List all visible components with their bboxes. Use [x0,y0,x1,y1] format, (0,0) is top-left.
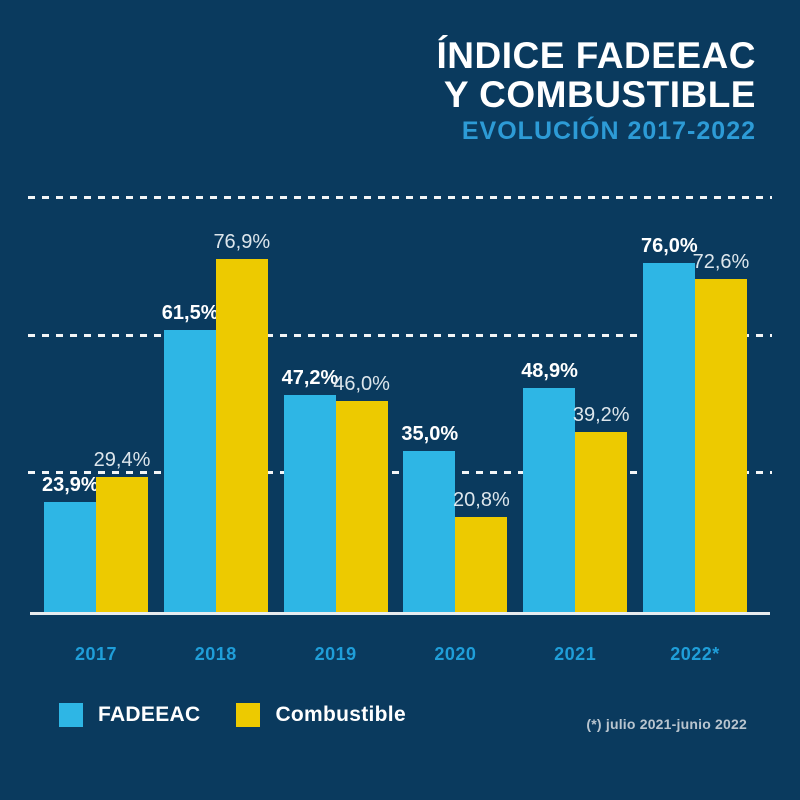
header: ÍNDICE FADEEAC Y COMBUSTIBLE EVOLUCIÓN 20… [437,36,756,146]
value-label-combustible-2019: 46,0% [333,372,390,395]
bar-fadeeac-2020: 35,0% [401,424,458,612]
value-label-fadeeac-2017: 23,9% [42,474,99,497]
bar-combustible-2018: 76,9% [213,232,270,612]
x-axis-labels: 2017 2018 2019 2020 2021 2022* [30,644,770,665]
gridline-30 [28,471,772,475]
x-axis-label-2019: 2019 [314,644,357,664]
bar-fadeeac-2022: 76,0% [641,236,698,612]
value-label-fadeeac-2019: 47,2% [281,367,339,390]
legend-swatch-combustible [236,703,261,727]
bar-combustible-2022: 72,6% [693,252,749,612]
x-axis-label-2021: 2021 [554,644,597,664]
bar-fadeeac-2017: 23,9% [42,475,99,612]
legend-label-fadeeac: FADEEAC [98,703,201,726]
bar-combustible-2017: 29,4% [94,450,150,612]
gridline-90 [28,195,772,199]
legend-label-combustible: Combustible [275,703,406,726]
x-axis-label-2022: 2022* [670,644,720,664]
bar-fadeeac-2019: 47,2% [282,368,338,612]
legend-item-combustible: Combustible [236,703,406,727]
value-label-fadeeac-2022: 76,0% [640,235,698,258]
value-label-fadeeac-2020: 35,0% [401,423,459,446]
value-label-combustible-2018: 76,9% [213,231,271,254]
x-axis-line [30,612,770,615]
bar-fadeeac-2021: 48,9% [521,361,578,612]
bar-group-2020: 35,0% 20,8% [401,153,510,612]
value-label-combustible-2021: 39,2% [572,404,630,427]
bar-group-2021: 48,9% 39,2% [521,153,630,612]
legend-item-fadeeac: FADEEAC [59,703,200,727]
title-line-1: ÍNDICE FADEEAC [436,35,756,76]
page-subtitle: EVOLUCIÓN 2017-2022 [461,117,756,145]
page-title: ÍNDICE FADEEAC Y COMBUSTIBLE [437,36,756,114]
bar-group-2017: 23,9% 29,4% [42,153,150,612]
value-label-combustible-2022: 72,6% [692,250,750,273]
title-line-2: Y COMBUSTIBLE [443,74,756,115]
bar-group-2019: 47,2% 46,0% [282,153,390,612]
x-axis-label-2020: 2020 [434,644,477,664]
value-label-fadeeac-2021: 48,9% [521,359,578,382]
value-label-fadeeac-2018: 61,5% [161,301,219,324]
bar-group-2022: 76,0% 72,6% [641,153,749,612]
bar-chart: 23,9% 29,4% 61,5% 76,9% 47,2% 46,0% 35,0% 20,8%… [28,153,772,664]
plot-area: 23,9% 29,4% 61,5% 76,9% 47,2% 46,0% 35,0% 20,8%… [28,153,772,612]
value-label-combustible-2020: 20,8% [453,488,510,511]
legend-swatch-fadeeac [59,703,83,727]
x-axis-label-2017: 2017 [74,644,118,664]
bars-container: 23,9% 29,4% 61,5% 76,9% 47,2% 46,0% 35,0% 20,8%… [30,153,770,612]
bar-fadeeac-2018: 61,5% [162,303,219,612]
bar-combustible-2021: 39,2% [573,405,630,612]
gridline-60 [28,333,772,337]
bar-combustible-2020: 20,8% [453,490,510,612]
footnote: (*) julio 2021-junio 2022 [586,716,747,732]
bar-combustible-2019: 46,0% [333,374,390,612]
value-label-combustible-2017: 29,4% [93,449,151,472]
legend: FADEEAC Combustible [59,703,406,727]
bar-group-2018: 61,5% 76,9% [162,153,270,612]
x-axis-label-2018: 2018 [194,644,237,664]
